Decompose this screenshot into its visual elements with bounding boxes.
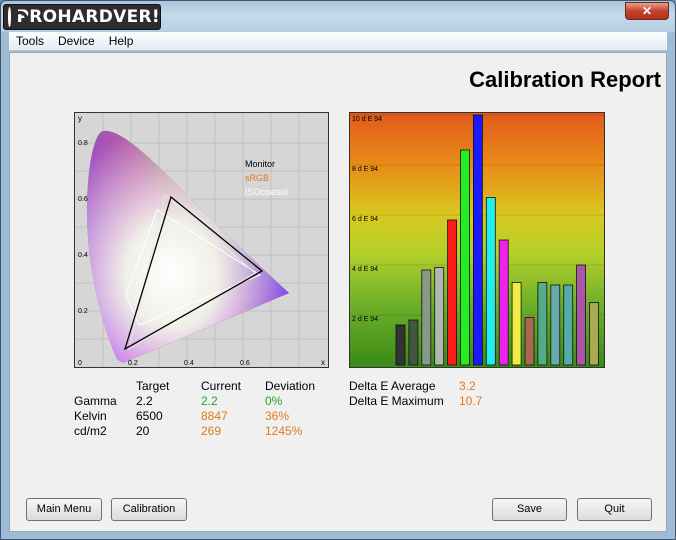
cie-x-tick: 0	[78, 360, 82, 367]
delta-e-tick-label: 8 d E 94	[352, 166, 378, 173]
delta-e-maximum-label: Delta E Maximum	[349, 394, 444, 408]
gamma-target: 2.2	[136, 394, 153, 408]
delta-e-tick-label: 10 d E 94	[352, 116, 382, 123]
row-label-kelvin: Kelvin	[74, 409, 107, 423]
delta-e-svg: 10 d E 94 8 d E 94 6 d E 94 4 d E 94 2 d E 9…	[350, 114, 604, 366]
delta-e-bar	[421, 269, 432, 366]
cie-y-tick: 0.4	[78, 252, 88, 259]
logo-icon	[8, 7, 32, 28]
delta-e-bars	[395, 114, 599, 366]
title-bar: PROHARDVER! ✕	[1, 1, 676, 31]
cie-axis-y: y	[78, 114, 82, 123]
delta-e-bar	[395, 324, 406, 366]
cie-y-tick: 0.2	[78, 308, 88, 315]
delta-e-average-value: 3.2	[459, 379, 476, 393]
delta-e-summary: Delta E Average 3.2 Delta E Maximum 10.7	[349, 379, 549, 411]
legend-isocoated: ISOcoated	[245, 187, 288, 197]
cie-svg: y x 0.8 0.6 0.4 0.2 0 0.2 0.4 0.6 Monito…	[75, 113, 328, 367]
delta-e-bar	[408, 319, 419, 366]
delta-e-chart: 10 d E 94 8 d E 94 6 d E 94 4 d E 94 2 d E 9…	[349, 112, 605, 368]
header-target: Target	[136, 379, 170, 393]
calibration-table: Target Current Deviation Gamma 2.2 2.2 0…	[74, 379, 334, 441]
row-label-luminance: cd/m2	[74, 424, 107, 438]
quit-button[interactable]: Quit	[577, 498, 652, 521]
delta-e-bar	[434, 267, 445, 366]
luminance-target: 20	[136, 424, 150, 438]
header-current: Current	[201, 379, 242, 393]
delta-e-bar	[524, 317, 535, 366]
kelvin-current: 8847	[201, 409, 228, 423]
delta-e-bar	[576, 264, 587, 366]
delta-e-maximum-value: 10.7	[459, 394, 483, 408]
legend-srgb: sRGB	[245, 173, 269, 183]
delta-e-tick-label: 6 d E 94	[352, 216, 378, 223]
logo-text: PROHARDVER!	[16, 7, 160, 27]
delta-e-bar	[447, 219, 457, 366]
report-panel: Calibration Report	[9, 52, 667, 532]
iso-coated-gamut	[125, 209, 262, 326]
menu-tools[interactable]: Tools	[16, 34, 45, 48]
kelvin-deviation: 36%	[265, 409, 290, 423]
delta-e-bar	[485, 197, 496, 366]
cie-x-tick: 0.6	[240, 360, 250, 367]
page-title: Calibration Report	[469, 67, 661, 92]
monitor-gamut	[123, 195, 264, 351]
delta-e-bar	[511, 282, 522, 366]
delta-e-bar	[473, 114, 483, 366]
delta-e-tick-label: 2 d E 94	[352, 316, 378, 323]
luminance-current: 269	[201, 424, 222, 438]
calibration-button[interactable]: Calibration	[111, 498, 187, 521]
luminance-deviation: 1245%	[265, 424, 303, 438]
app-logo: PROHARDVER!	[3, 4, 161, 30]
cie-y-tick: 0.6	[78, 196, 88, 203]
delta-e-bar	[550, 284, 561, 366]
close-button[interactable]: ✕	[625, 2, 669, 20]
delta-e-bar	[537, 282, 548, 366]
delta-e-bar	[589, 302, 599, 366]
gamma-current: 2.2	[201, 394, 218, 408]
gamma-deviation: 0%	[265, 394, 283, 408]
kelvin-target: 6500	[136, 409, 163, 423]
menu-help[interactable]: Help	[108, 34, 134, 48]
legend-monitor: Monitor	[245, 159, 275, 169]
delta-e-average-label: Delta E Average	[349, 379, 436, 393]
delta-e-bar	[498, 239, 509, 366]
cie-x-tick: 0.4	[184, 360, 194, 367]
menu-device[interactable]: Device	[58, 34, 95, 48]
cie-diagram: y x 0.8 0.6 0.4 0.2 0 0.2 0.4 0.6 Monito…	[74, 112, 329, 368]
cie-x-tick: 0.2	[128, 360, 138, 367]
cie-y-tick: 0.8	[78, 140, 88, 147]
main-menu-button[interactable]: Main Menu	[26, 498, 102, 521]
save-button[interactable]: Save	[492, 498, 567, 521]
cie-axis-x: x	[321, 358, 325, 367]
delta-e-bar	[460, 149, 470, 366]
header-deviation: Deviation	[265, 379, 316, 393]
row-label-gamma: Gamma	[74, 394, 117, 408]
menu-bar: Tools Device Help	[9, 32, 667, 51]
delta-e-ticks: 10 d E 94 8 d E 94 6 d E 94 4 d E 94 2 d E 9…	[352, 116, 382, 323]
delta-e-tick-label: 4 d E 94	[352, 266, 378, 273]
delta-e-bar	[563, 284, 574, 366]
